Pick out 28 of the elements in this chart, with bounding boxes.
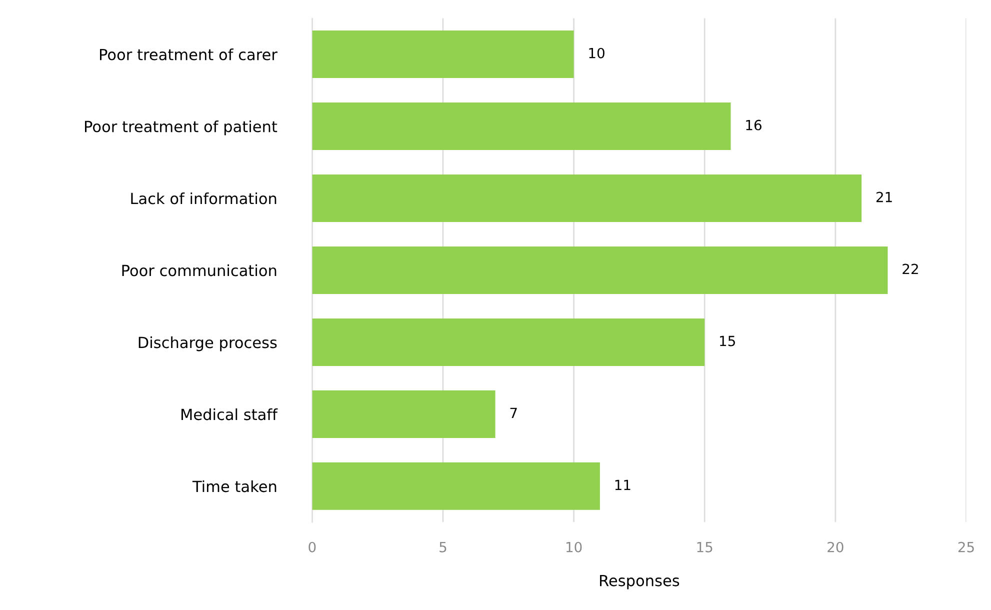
x-tick-label: 10 (566, 542, 582, 552)
y-tick-label: Poor treatment of patient (85, 120, 278, 136)
data-label: 21 (876, 192, 892, 202)
data-label: 16 (746, 120, 762, 130)
x-tick-label: 20 (828, 542, 844, 552)
data-label: 22 (902, 264, 918, 274)
y-tick-label: Discharge process (138, 336, 277, 352)
x-tick-label: 0 (308, 542, 316, 552)
bar (312, 174, 862, 222)
bar (312, 390, 496, 438)
y-tick-label: Poor treatment of carer (100, 48, 278, 60)
data-label: 11 (615, 480, 630, 490)
x-tick-label: 25 (958, 542, 974, 552)
x-tick-label: 15 (697, 542, 712, 552)
bar (312, 318, 705, 366)
x-axis-title: Responses (600, 574, 680, 590)
data-label: 15 (720, 336, 735, 346)
y-tick-label: Poor communication (122, 264, 276, 276)
y-tick-label: Lack of information (131, 192, 276, 204)
bar (312, 462, 600, 510)
y-tick-label: Time taken (192, 480, 276, 492)
bar (312, 30, 574, 78)
x-tick-label: 5 (440, 542, 446, 552)
data-label: 10 (589, 48, 604, 58)
y-tick-label: Medical staff (181, 408, 278, 420)
bar (312, 246, 888, 294)
data-label: 7 (510, 408, 517, 418)
bar (312, 102, 731, 150)
